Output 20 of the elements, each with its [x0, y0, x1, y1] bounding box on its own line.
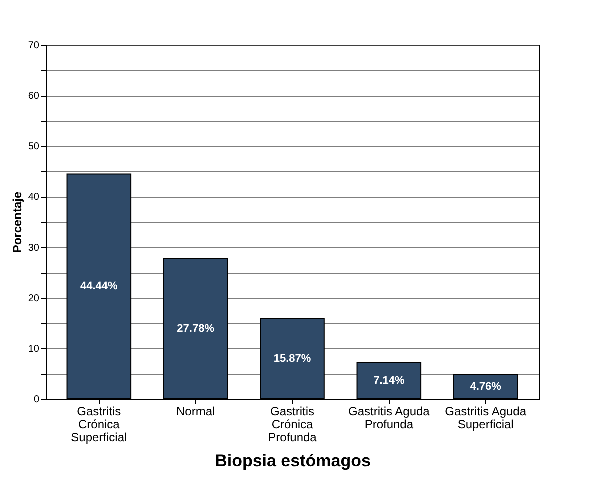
- data-label: 44.44%: [80, 280, 118, 293]
- y-tick-label: 30: [28, 242, 40, 254]
- y-axis-title: Porcentaje: [10, 191, 24, 254]
- x-axis-title: Biopsia estómagos: [215, 452, 371, 470]
- y-tick-label: 50: [28, 142, 40, 153]
- data-label: 27.78%: [177, 322, 215, 335]
- y-tick-label: 40: [28, 192, 40, 204]
- x-tick-label: Gastritis Aguda Profunda: [348, 404, 430, 432]
- x-tick-label: Gastritis Aguda Superficial: [445, 404, 527, 432]
- y-tick-label: 70: [28, 40, 40, 52]
- data-label: 7.14%: [374, 374, 405, 387]
- x-tick-label: Gastritis Crónica Profunda: [268, 404, 318, 444]
- data-label: 15.87%: [274, 352, 312, 365]
- y-tick-label: 60: [28, 91, 40, 102]
- data-label: 4.76%: [470, 380, 502, 393]
- y-tick-label: 0: [34, 394, 40, 406]
- y-tick-label: 20: [28, 293, 40, 304]
- x-tick-label: Gastritis Crónica Superficial: [71, 404, 128, 444]
- x-tick-label: Normal: [176, 404, 216, 418]
- y-tick-label: 10: [28, 344, 40, 355]
